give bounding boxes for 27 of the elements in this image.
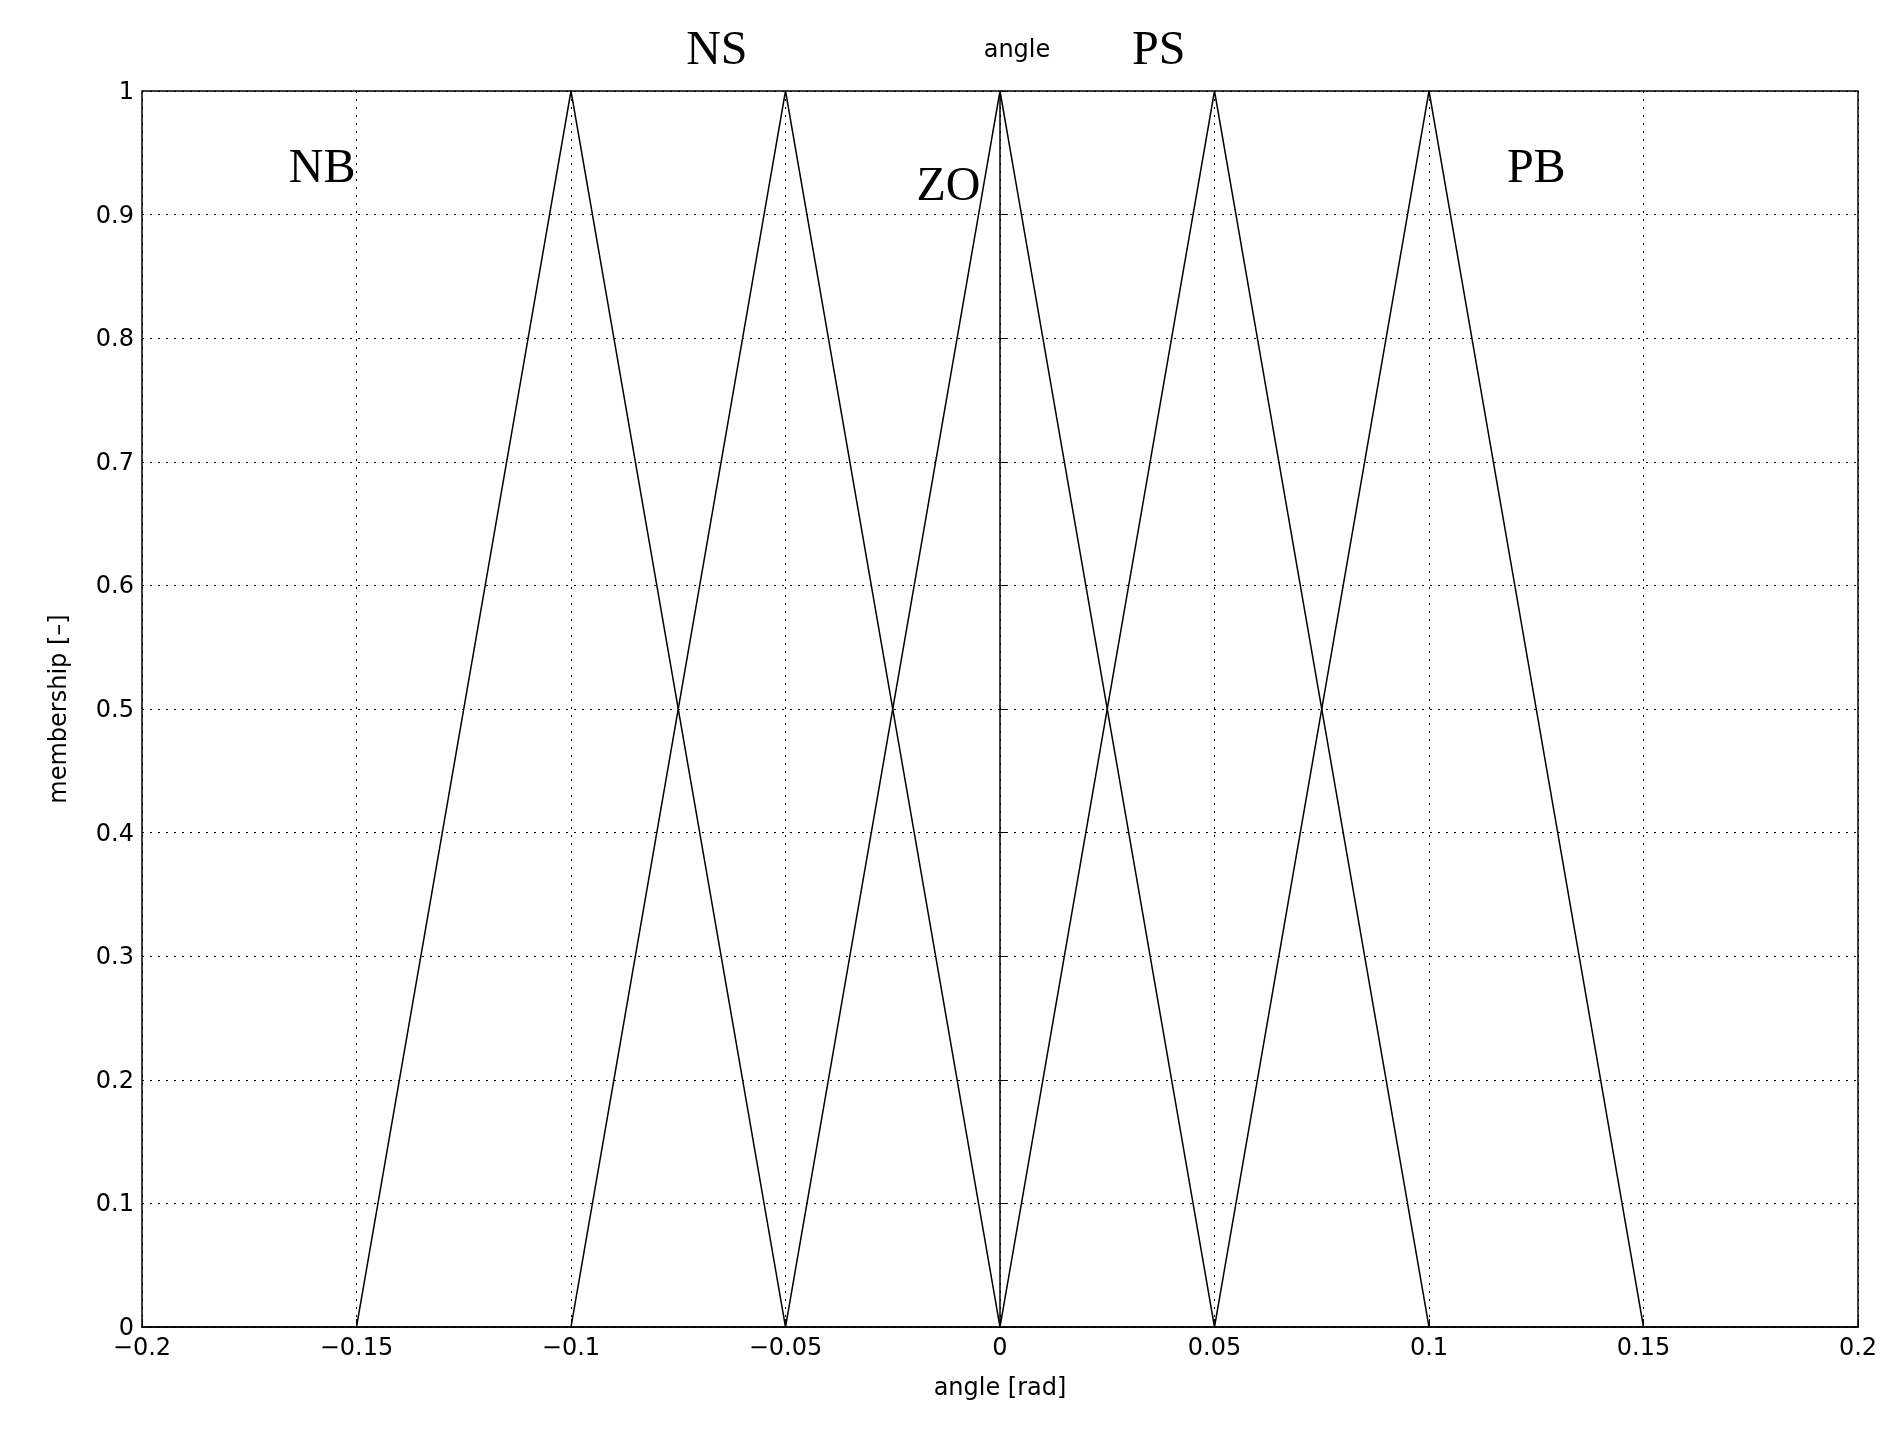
x-tick-label: 0.2 [1838,1333,1878,1361]
annotation: NB [288,138,356,192]
x-axis-title: angle [rad] [933,1373,1067,1401]
y-tick-label: 0.3 [95,942,134,971]
x-tick-label: 0 [992,1333,1008,1361]
x-tick-label: 0.15 [1616,1333,1671,1361]
x-tick-label: −0.05 [748,1333,823,1361]
y-tick-label: 1 [118,77,134,105]
x-tick-label: −0.15 [319,1333,394,1361]
y-axis-title: membership [–] [44,614,72,804]
annotation: PB [1506,138,1566,192]
text: NS [686,21,748,75]
y-tick-label: 0.2 [95,1065,134,1094]
y-tick-label: 0.6 [95,571,134,600]
x-tick-label: −0.1 [541,1333,601,1361]
y-tick-label: 0.8 [95,324,134,353]
y-tick-label: 0 [118,1313,134,1341]
y-tick-label: 0.5 [95,695,134,723]
x-tick-label: 0.1 [1409,1333,1449,1361]
y-tick-label: 0.9 [95,200,134,229]
chart-title: angle [983,35,1051,63]
x-tick-label: 0.05 [1187,1333,1242,1361]
y-tick-label: 0.7 [95,447,134,476]
annotation: ZO [916,157,981,211]
text: PS [1132,21,1186,75]
y-tick-label: 0.1 [95,1189,134,1218]
y-tick-label: 0.4 [95,818,134,847]
